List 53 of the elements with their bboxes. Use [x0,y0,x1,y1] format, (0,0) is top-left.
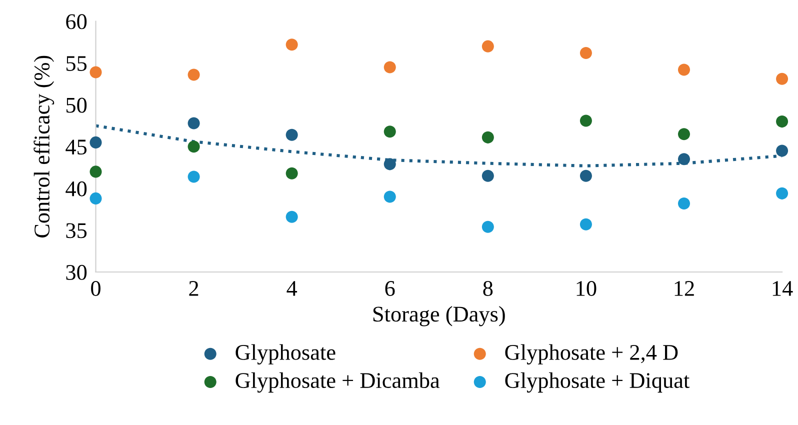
x-axis-title: Storage (Days) [373,306,505,326]
point [678,153,690,166]
point [90,66,102,78]
point [188,170,200,183]
point [678,64,690,76]
point [286,167,298,180]
point [384,126,396,138]
x-tick-label: 14 [772,281,793,296]
point [776,144,788,157]
point [776,72,788,85]
legend-label: Glyphosate + Dicamba [236,372,440,393]
point [580,218,592,230]
point [384,158,396,170]
legend-label: Glyphosate + Diquat [505,372,690,393]
y-tick-label: 50 [66,98,87,113]
x-tick-label: 8 [483,280,493,296]
point [482,220,494,233]
point [580,114,592,127]
point [286,128,298,141]
point [384,61,396,74]
y-tick-label: 30 [66,264,87,280]
x-tick-label: 4 [286,281,298,296]
y-axis-title: Control efficacy (%) [34,56,54,238]
point [188,68,200,81]
point [776,116,788,128]
point [90,166,102,178]
point [482,40,494,52]
x-tick-label: 12 [674,281,694,296]
x-tick-label: 0 [91,280,100,296]
legend-label: Glyphosate [236,344,336,364]
y-tick-label: 40 [66,181,87,196]
point [188,140,200,153]
y-tick-label: 45 [66,140,87,155]
x-tick-label: 2 [189,281,198,296]
y-tick-label: 60 [66,14,87,30]
point [678,128,690,140]
x-tick-label: 10 [576,280,596,296]
point [776,187,788,200]
point [384,190,396,203]
y-tick-label: 55 [66,56,87,71]
point [90,136,102,148]
point [678,197,690,210]
y-tick-label: 35 [66,223,87,238]
legend-label: Glyphosate + 2,4 D [505,344,678,364]
x-tick-label: 6 [385,281,395,296]
point [482,170,494,182]
point [188,117,200,130]
point [580,170,592,182]
point [286,210,298,223]
point [580,47,592,60]
point [286,38,298,51]
point [482,131,494,144]
point [90,192,102,204]
